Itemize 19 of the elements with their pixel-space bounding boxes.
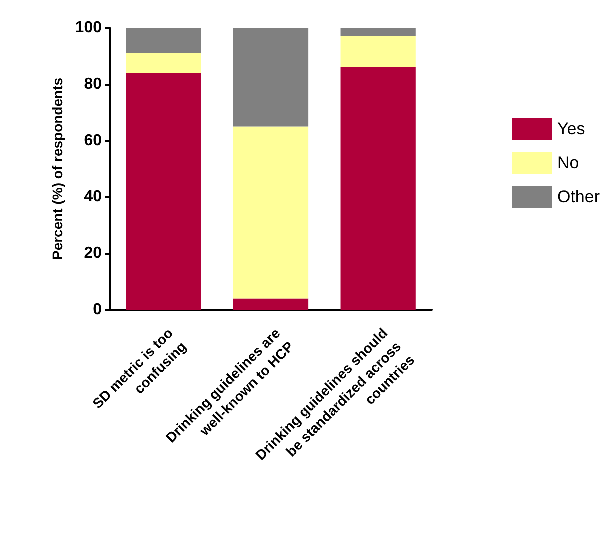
y-axis-title: Percent (%) of respondents — [49, 78, 66, 260]
bar — [126, 28, 202, 54]
legend-label: No — [557, 154, 580, 172]
y-tick-label: 0 — [93, 302, 102, 318]
legend-label: Other — [557, 188, 600, 206]
bar — [340, 36, 416, 68]
y-tick-label: 100 — [75, 20, 102, 36]
bar — [233, 28, 309, 127]
y-tick-label: 80 — [84, 76, 102, 93]
y-tick-label: 20 — [84, 245, 102, 262]
legend-label: Yes — [557, 120, 586, 138]
bar — [233, 298, 309, 310]
bar — [340, 67, 416, 310]
bar — [233, 126, 309, 299]
y-tick-label: 60 — [84, 132, 102, 150]
bar — [126, 73, 202, 310]
bar — [340, 28, 416, 36]
bar — [126, 53, 202, 74]
y-tick-label: 40 — [84, 188, 102, 206]
